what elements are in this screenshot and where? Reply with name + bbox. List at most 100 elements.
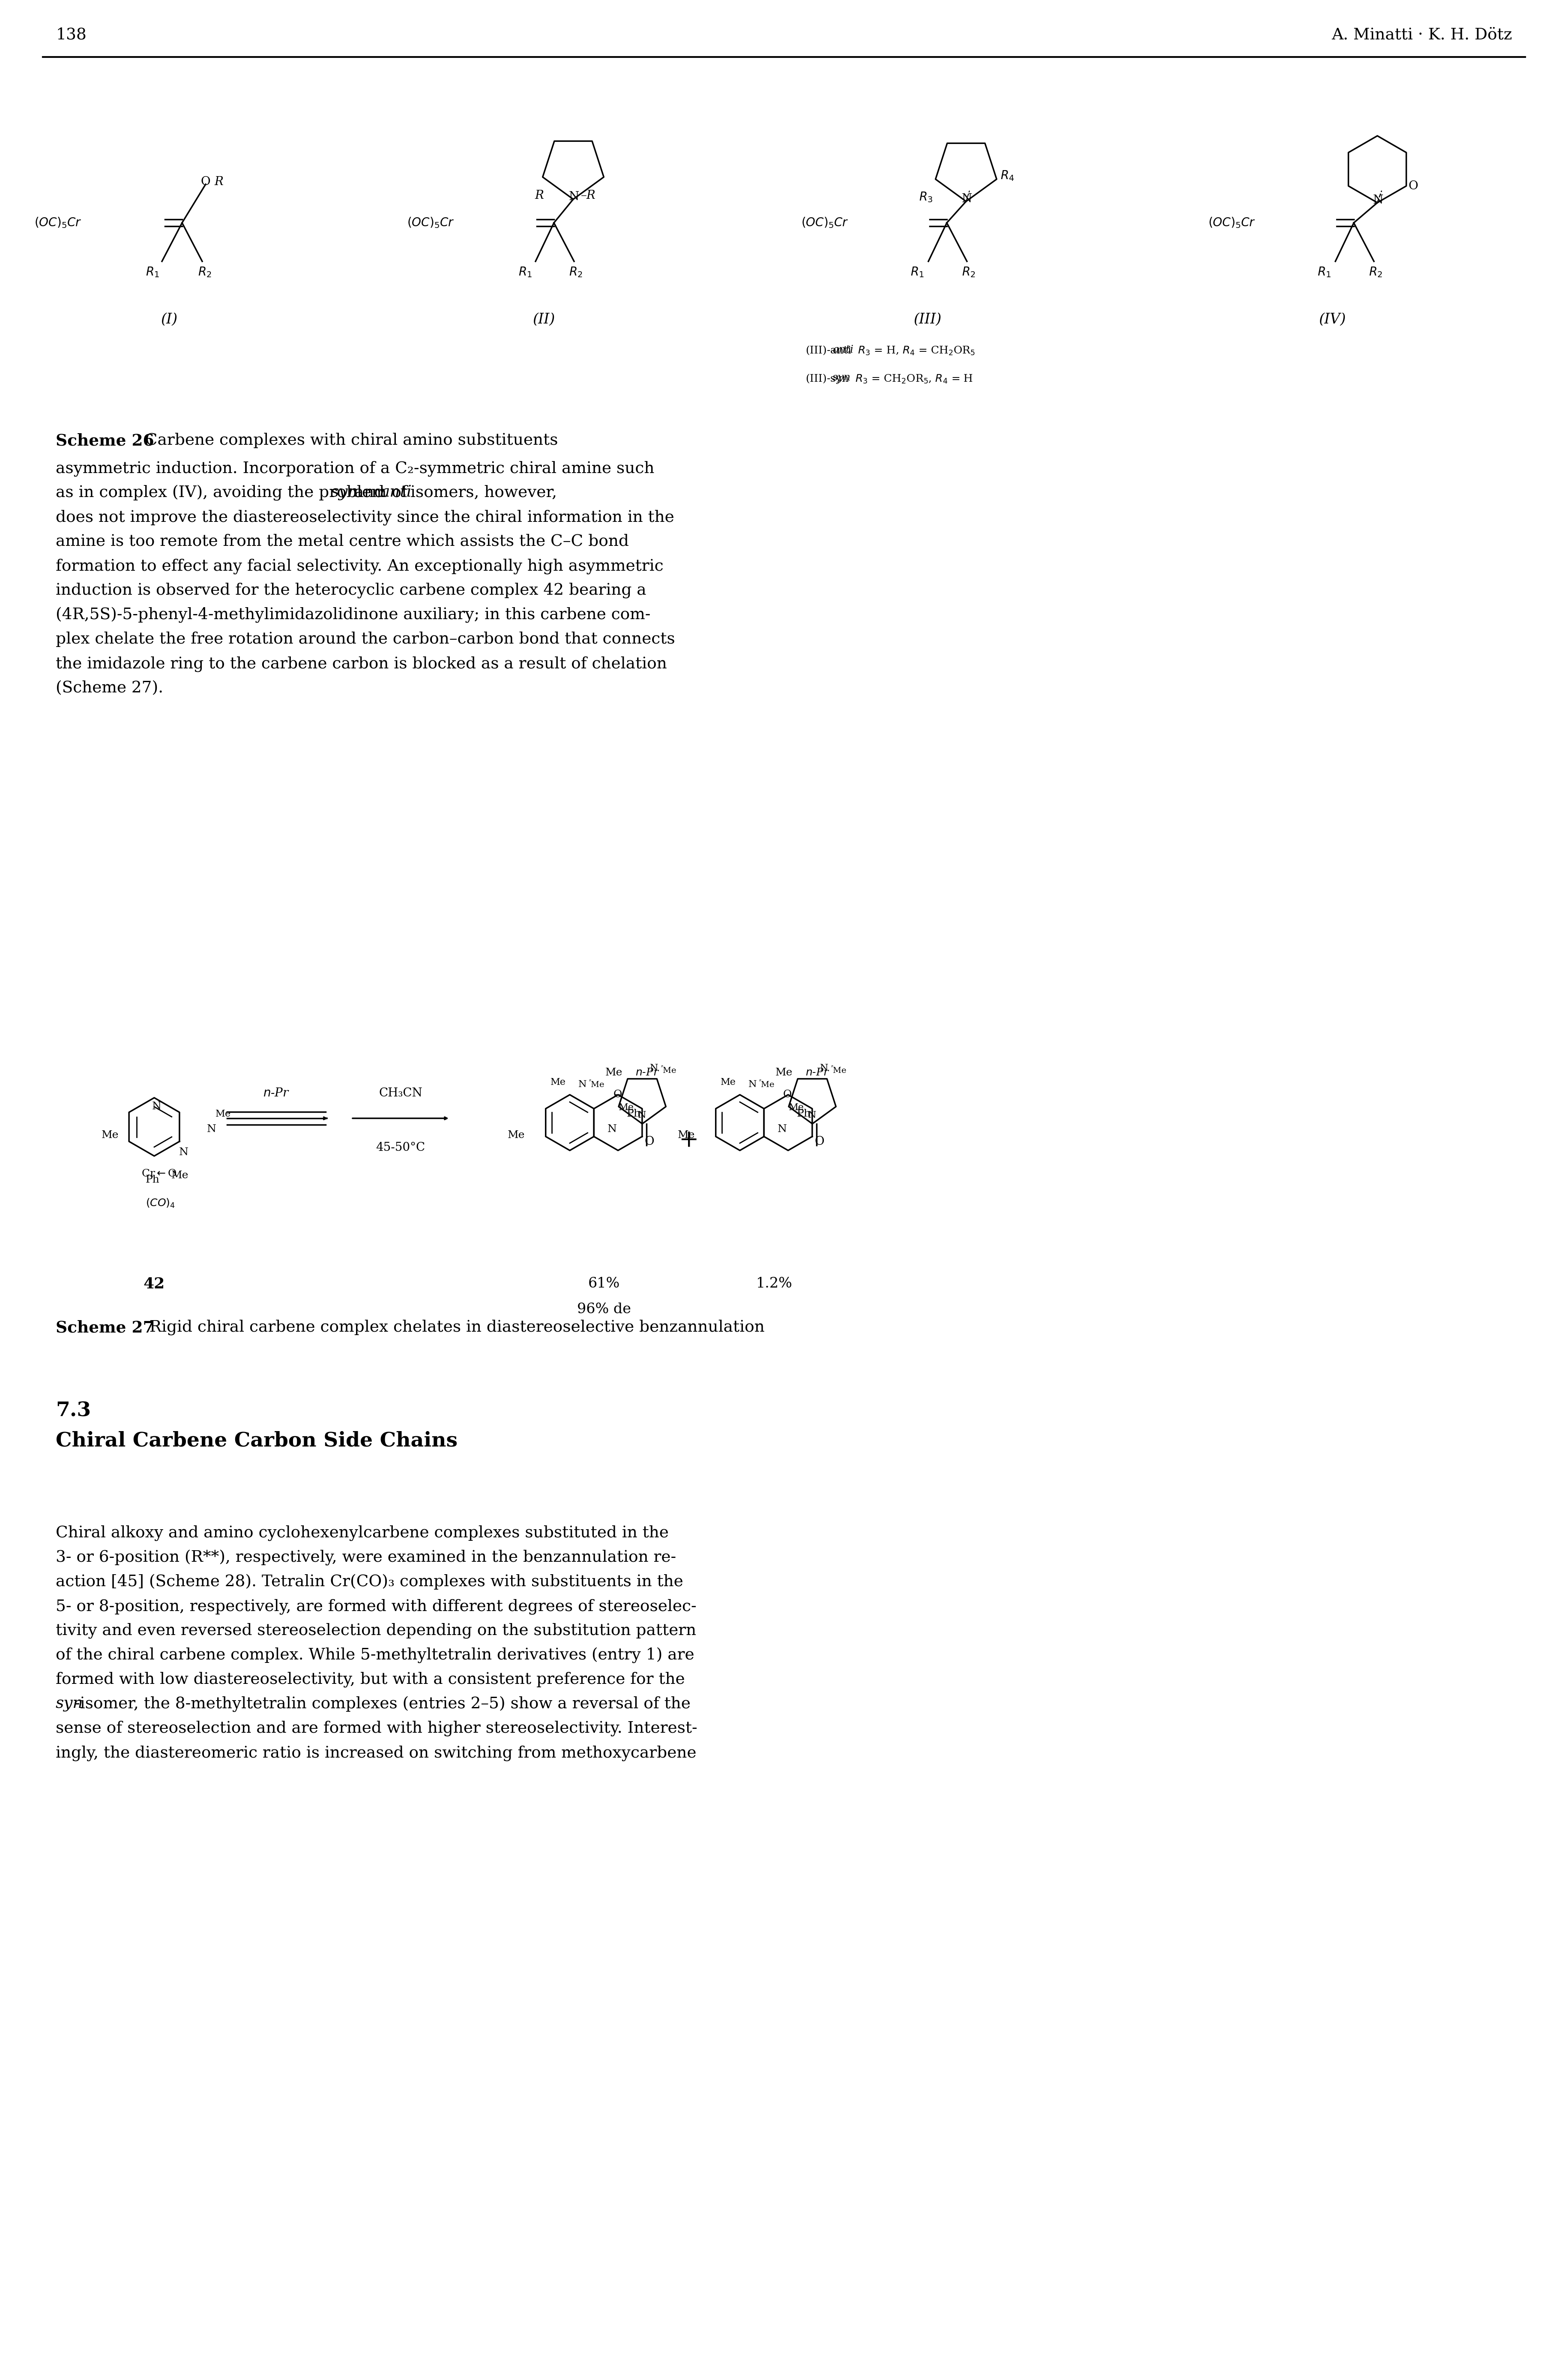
Text: Chiral Carbene Carbon Side Chains: Chiral Carbene Carbon Side Chains bbox=[56, 1432, 458, 1451]
Text: $(OC)_5Cr$: $(OC)_5Cr$ bbox=[1207, 216, 1256, 228]
Text: N: N bbox=[649, 1063, 659, 1072]
Text: R: R bbox=[535, 190, 544, 202]
Text: $R_2$: $R_2$ bbox=[198, 266, 212, 278]
Text: does not improve the diastereoselectivity since the chiral information in the: does not improve the diastereoselectivit… bbox=[56, 509, 674, 526]
Text: N: N bbox=[569, 190, 580, 202]
Text: (4R,5S)-5-phenyl-4-methylimidazolidinone auxiliary; in this carbene com-: (4R,5S)-5-phenyl-4-methylimidazolidinone… bbox=[56, 606, 651, 623]
Text: plex chelate the free rotation around the carbon–carbon bond that connects: plex chelate the free rotation around th… bbox=[56, 633, 674, 647]
Text: N: N bbox=[961, 193, 972, 205]
Text: (III): (III) bbox=[914, 314, 941, 326]
Text: N: N bbox=[1374, 195, 1383, 207]
Text: $\!\!$Ph: $\!\!$Ph bbox=[627, 1108, 641, 1120]
Text: 45-50°C: 45-50°C bbox=[376, 1141, 425, 1153]
Text: $(OC)_5Cr$: $(OC)_5Cr$ bbox=[408, 216, 455, 228]
Text: Me: Me bbox=[171, 1170, 188, 1179]
Text: Ph: Ph bbox=[146, 1175, 160, 1184]
Text: Me: Me bbox=[550, 1077, 566, 1087]
Text: N: N bbox=[607, 1125, 616, 1134]
Text: ingly, the diastereomeric ratio is increased on switching from methoxycarbene: ingly, the diastereomeric ratio is incre… bbox=[56, 1745, 696, 1760]
Text: 1.2%: 1.2% bbox=[756, 1277, 792, 1291]
Text: $n$-Pr: $n$-Pr bbox=[263, 1087, 290, 1099]
Text: Me: Me bbox=[677, 1130, 695, 1141]
Text: and: and bbox=[350, 485, 389, 499]
Text: asymmetric induction. Incorporation of a C₂-symmetric chiral amine such: asymmetric induction. Incorporation of a… bbox=[56, 461, 654, 476]
Text: $n$-Pr: $n$-Pr bbox=[806, 1068, 829, 1077]
Text: (III)-syn  $R_3$ = CH$_2$OR$_5$, $R_4$ = H: (III)-syn $R_3$ = CH$_2$OR$_5$, $R_4$ = … bbox=[806, 373, 974, 385]
Text: N: N bbox=[820, 1063, 828, 1072]
Text: Me: Me bbox=[619, 1103, 633, 1113]
Text: anti: anti bbox=[381, 485, 412, 499]
Text: 96% de: 96% de bbox=[577, 1303, 630, 1317]
Text: N: N bbox=[638, 1111, 646, 1120]
Text: $R_1$: $R_1$ bbox=[911, 266, 924, 278]
Text: Cr$\leftarrow$O: Cr$\leftarrow$O bbox=[141, 1170, 177, 1179]
Text: O: O bbox=[201, 176, 210, 188]
Text: 42: 42 bbox=[143, 1277, 165, 1291]
Text: Me: Me bbox=[775, 1068, 792, 1077]
Text: 138: 138 bbox=[56, 29, 86, 43]
Text: tivity and even reversed stereoselection depending on the substitution pattern: tivity and even reversed stereoselection… bbox=[56, 1624, 696, 1638]
Text: action [45] (Scheme 28). Tetralin Cr(CO)₃ complexes with substituents in the: action [45] (Scheme 28). Tetralin Cr(CO)… bbox=[56, 1574, 684, 1591]
Text: $n$-Pr: $n$-Pr bbox=[635, 1068, 659, 1077]
Text: $R_2$: $R_2$ bbox=[569, 266, 582, 278]
Text: Rigid chiral carbene complex chelates in diastereoselective benzannulation: Rigid chiral carbene complex chelates in… bbox=[140, 1320, 765, 1336]
Text: syn: syn bbox=[331, 485, 358, 499]
Text: 61%: 61% bbox=[588, 1277, 619, 1291]
Text: Carbene complexes with chiral amino substituents: Carbene complexes with chiral amino subs… bbox=[135, 433, 558, 447]
Text: (II): (II) bbox=[533, 314, 555, 326]
Text: –R: –R bbox=[580, 190, 596, 202]
Text: A. Minatti · K. H. Dötz: A. Minatti · K. H. Dötz bbox=[1331, 29, 1512, 43]
Text: +: + bbox=[679, 1127, 698, 1151]
Text: O: O bbox=[644, 1137, 654, 1146]
Text: syn: syn bbox=[56, 1696, 83, 1712]
Text: 3- or 6-position (R**), respectively, were examined in the benzannulation re-: 3- or 6-position (R**), respectively, we… bbox=[56, 1550, 676, 1565]
Text: N: N bbox=[778, 1125, 787, 1134]
Text: $\!\!$Ph: $\!\!$Ph bbox=[797, 1108, 811, 1120]
Text: Me: Me bbox=[508, 1130, 525, 1141]
Text: the imidazole ring to the carbene carbon is blocked as a result of chelation: the imidazole ring to the carbene carbon… bbox=[56, 656, 666, 671]
Text: Me: Me bbox=[605, 1068, 622, 1077]
Text: $(OC)_5Cr$: $(OC)_5Cr$ bbox=[34, 216, 82, 228]
Text: (Scheme 27).: (Scheme 27). bbox=[56, 680, 163, 697]
Text: $R_3$: $R_3$ bbox=[919, 190, 933, 205]
Text: (III)-anti  $R_3$ = H, $R_4$ = CH$_2$OR$_5$: (III)-anti $R_3$ = H, $R_4$ = CH$_2$OR$_… bbox=[806, 345, 975, 357]
Text: syn: syn bbox=[833, 373, 851, 383]
Text: N: N bbox=[579, 1080, 586, 1089]
Text: -isomer, the 8-methyltetralin complexes (entries 2–5) show a reversal of the: -isomer, the 8-methyltetralin complexes … bbox=[74, 1696, 690, 1712]
Text: $R_1$: $R_1$ bbox=[519, 266, 532, 278]
Text: N: N bbox=[152, 1101, 162, 1111]
Text: (IV): (IV) bbox=[1319, 314, 1345, 326]
Text: $R_4$: $R_4$ bbox=[1000, 169, 1014, 183]
Text: of the chiral carbene complex. While 5-methyltetralin derivatives (entry 1) are: of the chiral carbene complex. While 5-m… bbox=[56, 1648, 695, 1662]
Text: induction is observed for the heterocyclic carbene complex 42 bearing a: induction is observed for the heterocycl… bbox=[56, 583, 646, 599]
Text: $R_1$: $R_1$ bbox=[1317, 266, 1331, 278]
Text: O: O bbox=[613, 1089, 622, 1099]
Text: sense of stereoselection and are formed with higher stereoselectivity. Interest-: sense of stereoselection and are formed … bbox=[56, 1722, 698, 1736]
Text: Chiral alkoxy and amino cyclohexenylcarbene complexes substituted in the: Chiral alkoxy and amino cyclohexenylcarb… bbox=[56, 1524, 668, 1541]
Text: anti: anti bbox=[833, 345, 853, 354]
Text: Me: Me bbox=[721, 1077, 735, 1087]
Text: $^{''\!}$Me: $^{''\!}$Me bbox=[660, 1065, 676, 1075]
Text: $R_2$: $R_2$ bbox=[1369, 266, 1383, 278]
Text: Me: Me bbox=[789, 1103, 804, 1113]
Text: amine is too remote from the metal centre which assists the C–C bond: amine is too remote from the metal centr… bbox=[56, 535, 629, 549]
Text: formed with low diastereoselectivity, but with a consistent preference for the: formed with low diastereoselectivity, bu… bbox=[56, 1672, 685, 1688]
Text: $^{''\!}$Me: $^{''\!}$Me bbox=[831, 1065, 847, 1075]
Text: Scheme 27: Scheme 27 bbox=[56, 1320, 154, 1336]
Text: $(CO)_4$: $(CO)_4$ bbox=[146, 1199, 176, 1210]
Text: $\!$Me: $\!$Me bbox=[215, 1108, 230, 1118]
Text: R: R bbox=[215, 176, 223, 188]
Text: as in complex (IV), avoiding the problem of: as in complex (IV), avoiding the problem… bbox=[56, 485, 412, 502]
Text: O: O bbox=[814, 1137, 825, 1146]
Text: isomers, however,: isomers, however, bbox=[406, 485, 557, 499]
Text: O: O bbox=[1408, 181, 1417, 193]
Text: N: N bbox=[179, 1146, 188, 1158]
Text: formation to effect any facial selectivity. An exceptionally high asymmetric: formation to effect any facial selectivi… bbox=[56, 559, 663, 573]
Text: $^{''\!}$Me: $^{''\!}$Me bbox=[759, 1080, 775, 1089]
Text: N: N bbox=[748, 1080, 757, 1089]
Text: O: O bbox=[782, 1089, 792, 1099]
Text: (I): (I) bbox=[162, 314, 177, 326]
Text: 5- or 8-position, respectively, are formed with different degrees of stereoselec: 5- or 8-position, respectively, are form… bbox=[56, 1598, 696, 1615]
Text: N: N bbox=[207, 1125, 216, 1134]
Text: $^{''\!}$Me: $^{''\!}$Me bbox=[590, 1080, 605, 1089]
